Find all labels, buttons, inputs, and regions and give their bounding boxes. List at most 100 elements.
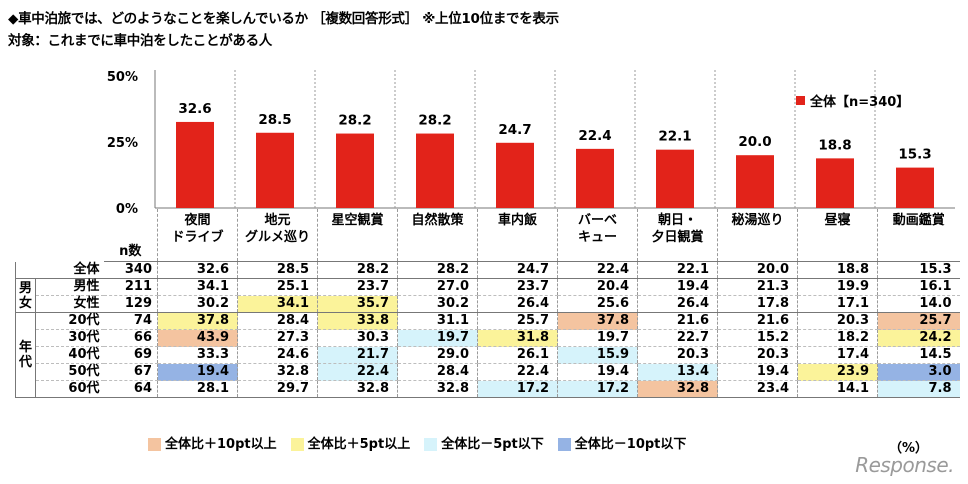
- category-header: 朝日・ 夕日観賞: [637, 209, 718, 262]
- table-cell: 3.0: [877, 363, 960, 381]
- table-row: 年代 20代 74 37.8 28.4 33.8 31.1 25.7 37.8 21.6 21.6 2…: [15, 312, 960, 398]
- group-label-gender: 男女: [15, 278, 36, 313]
- table-cell: 27.0: [397, 278, 478, 296]
- y-tick-label: 25%: [107, 136, 138, 151]
- bar-value-label: 28.5: [258, 112, 291, 128]
- n-header: n数: [103, 209, 158, 262]
- table-cell: 37.8: [157, 312, 238, 330]
- row-n-count: 211: [103, 278, 158, 296]
- table-row: 50代 67 19.4 32.8 22.4 28.4 22.4 19.4 13.4 19.4 23.…: [16, 363, 960, 381]
- table-cell: 19.4: [717, 363, 798, 381]
- table-cell: 32.8: [397, 380, 478, 398]
- table-cell: 19.4: [557, 363, 638, 381]
- table-cell: 15.9: [557, 346, 638, 364]
- category-label-line: 夕日観賞: [651, 230, 704, 245]
- bar-value-label: 24.7: [498, 122, 531, 138]
- table-cell: 25.7: [477, 312, 558, 330]
- legend-swatch: [796, 96, 805, 105]
- bar-value-label: 20.0: [738, 134, 771, 150]
- table-cell: 20.0: [717, 261, 798, 279]
- row-label: 男性: [35, 278, 104, 296]
- table-cell: 21.6: [637, 312, 718, 330]
- table-cell: 22.7: [637, 329, 718, 347]
- table-cell: 31.8: [477, 329, 558, 347]
- category-header: 動画鑑賞: [877, 209, 960, 262]
- table-cell: 20.3: [797, 312, 878, 330]
- unit-label: （%）: [888, 441, 928, 456]
- table-row: 40代 69 33.3 24.6 21.7 29.0 26.1 15.9 20.3 20.3 17.…: [16, 346, 960, 364]
- row-n-count: 340: [103, 261, 158, 279]
- row-label: 女性: [35, 295, 104, 313]
- key-item: 全体比－10pt以下: [557, 437, 687, 452]
- chart-title: ◆車中泊旅では、どのようなことを楽しんでいるか ［複数回答形式］ ※上位10位ま…: [8, 11, 559, 27]
- table-cell: 26.1: [477, 346, 558, 364]
- group-label-char: 年: [18, 340, 32, 355]
- y-tick-label: 50%: [107, 70, 138, 85]
- table-cell: 19.4: [637, 278, 718, 296]
- table-cell: 17.8: [717, 295, 798, 313]
- key-label: 全体比＋5pt以上: [307, 437, 411, 452]
- table-cell: 14.1: [797, 380, 878, 398]
- category-label-line: 秘湯巡り: [731, 213, 784, 228]
- row-label: 30代: [35, 329, 104, 347]
- table-cell: 29.0: [397, 346, 478, 364]
- category-label-line: 車内飯: [497, 213, 537, 228]
- table-cell: 24.6: [237, 346, 318, 364]
- table-cell: 21.7: [317, 346, 398, 364]
- crosstab-table: n数 夜間 ドライブ 地元 グルメ巡り 星空観賞 自然散策 車内飯 バーベ キュー 朝日・ 夕日観賞秘…: [15, 209, 960, 398]
- table-cell: 18.2: [797, 329, 878, 347]
- table-cell: 17.2: [557, 380, 638, 398]
- table-row: 全体 340 32.6 28.5 28.2 28.2 24.7 22.4 22.1 20.0 18.…: [15, 261, 960, 279]
- table-cell: 25.6: [557, 295, 638, 313]
- table-cell: 22.4: [477, 363, 558, 381]
- category-header: 秘湯巡り: [717, 209, 798, 262]
- color-key: 全体比＋10pt以上 全体比＋5pt以上 全体比－5pt以下 全体比－10pt以下: [148, 437, 700, 452]
- table-cell: 29.7: [237, 380, 318, 398]
- row-label: 50代: [35, 363, 104, 381]
- table-cell: 21.6: [717, 312, 798, 330]
- table-cell: 32.8: [317, 380, 398, 398]
- table-cell: 30.3: [317, 329, 398, 347]
- table-cell: 28.4: [237, 312, 318, 330]
- table-cell: 30.2: [397, 295, 478, 313]
- key-swatch: [557, 438, 571, 451]
- category-header: 昼寝: [797, 209, 878, 262]
- row-n-count: 64: [103, 380, 158, 398]
- category-label-line: 朝日・: [657, 213, 697, 228]
- key-label: 全体比－5pt以下: [441, 437, 544, 452]
- table-cell: 24.2: [877, 329, 960, 347]
- legend-label: 全体【n=340】: [810, 95, 910, 110]
- group-label-age: 年代: [15, 312, 36, 398]
- table-cell: 25.1: [237, 278, 318, 296]
- table-cell: 23.7: [317, 278, 398, 296]
- table-cell: 33.3: [157, 346, 238, 364]
- bar: [176, 121, 214, 208]
- table-cell: 34.1: [157, 278, 238, 296]
- table-cell: 43.9: [157, 329, 238, 347]
- category-header: バーベ キュー: [557, 209, 638, 262]
- row-label: 60代: [35, 380, 104, 398]
- table-cell: 37.8: [557, 312, 638, 330]
- table-cell: 21.3: [717, 278, 798, 296]
- category-header: 自然散策: [397, 209, 478, 262]
- category-label-line: 夜間: [184, 213, 211, 228]
- bar-value-label: 28.2: [338, 113, 371, 129]
- bar: [736, 155, 774, 208]
- key-swatch: [424, 438, 438, 451]
- key-label: 全体比－10pt以下: [574, 437, 687, 452]
- table-cell: 13.4: [637, 363, 718, 381]
- bar: [336, 133, 374, 208]
- row-label: 全体: [15, 261, 104, 279]
- table-row: 女性 129 30.2 34.1 35.7 30.2 26.4 25.6 26.4 17.8 17.…: [16, 295, 960, 313]
- table-cell: 23.7: [477, 278, 558, 296]
- row-label: 20代: [35, 312, 104, 330]
- category-label-line: バーベ: [577, 213, 617, 228]
- table-cell: 34.1: [237, 295, 318, 313]
- bar-value-label: 22.4: [578, 128, 611, 144]
- key-item: 全体比＋10pt以上: [148, 437, 277, 452]
- table-cell: 17.4: [797, 346, 878, 364]
- table-cell: 19.7: [397, 329, 478, 347]
- row-n-count: 67: [103, 363, 158, 381]
- bar-value-label: 32.6: [178, 101, 211, 117]
- table-cell: 22.4: [317, 363, 398, 381]
